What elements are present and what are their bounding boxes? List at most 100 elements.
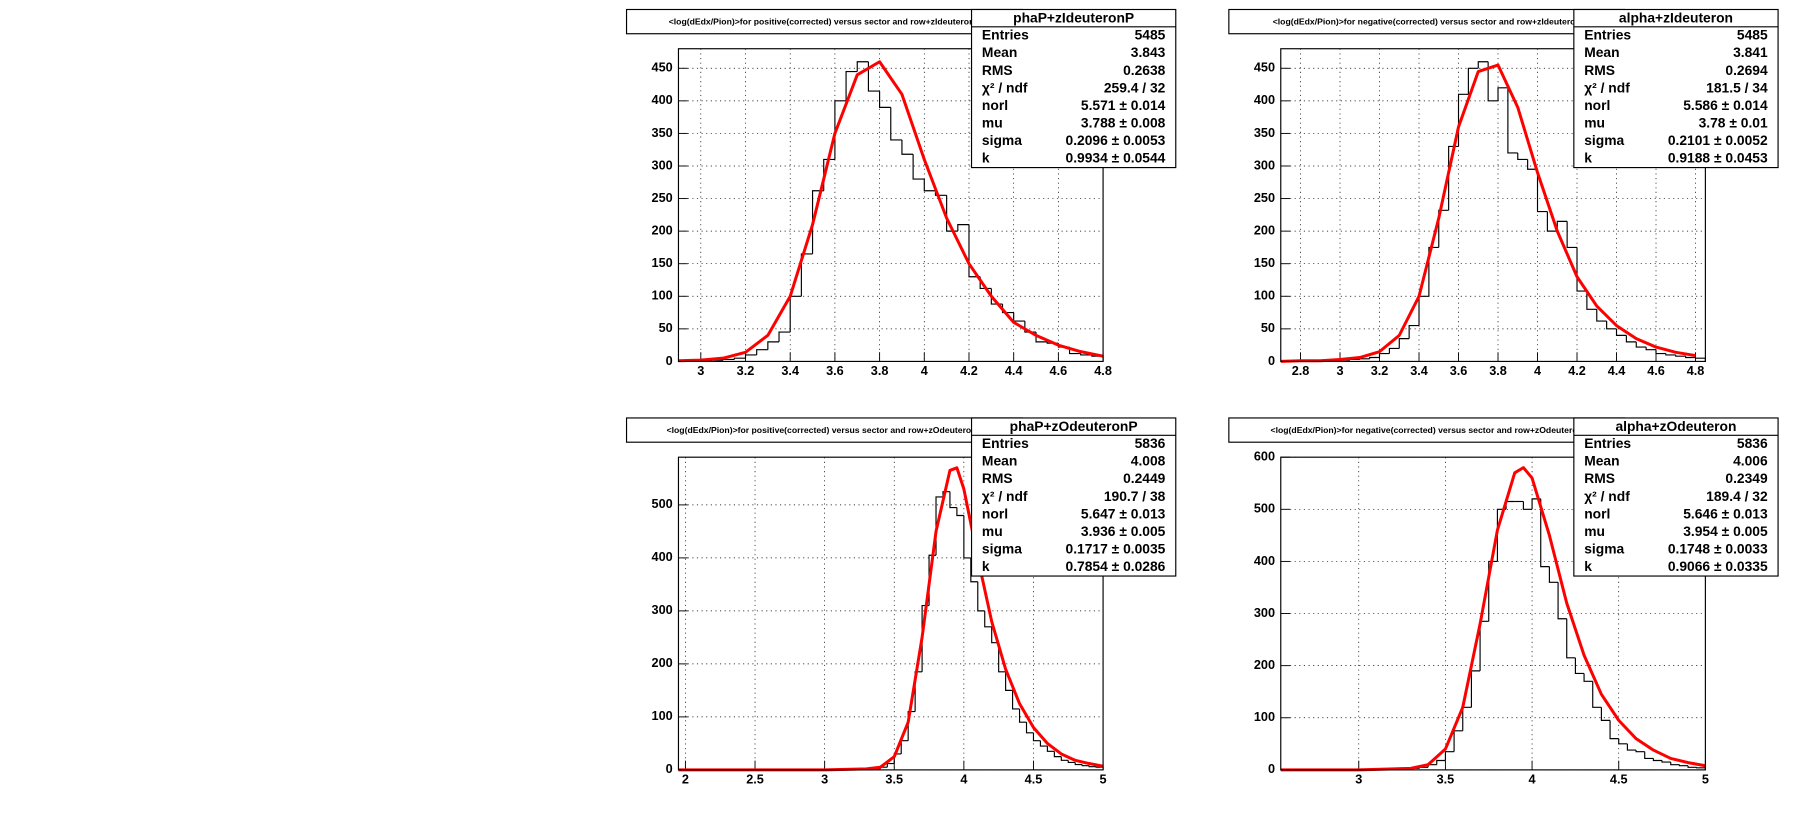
y-tick-label: 300: [1254, 158, 1275, 172]
stats-value: 0.9934 ± 0.0544: [1066, 149, 1166, 165]
histogram-bin: [1592, 681, 1602, 708]
fit-curve: [678, 466, 1104, 772]
stats-value: 259.4 / 32: [1104, 79, 1166, 95]
histogram-bin: [1436, 759, 1446, 765]
fit-curve: [1280, 63, 1696, 363]
y-tick-label: 500: [652, 497, 673, 511]
stats-label: χ² / ndf: [982, 79, 1028, 95]
stats-value: 5.586 ± 0.014: [1683, 97, 1768, 113]
stats-value: 0.2638: [1123, 62, 1166, 78]
histogram-bin: [1517, 152, 1528, 161]
histogram-bin: [1032, 732, 1041, 742]
histogram-bin: [800, 253, 813, 297]
histogram-bin: [1540, 498, 1550, 568]
stats-label: Mean: [1584, 44, 1619, 60]
histogram-bin: [1039, 740, 1048, 747]
stats-value: 3.954 ± 0.005: [1683, 523, 1768, 539]
histogram-bin: [957, 224, 969, 232]
histogram-bin: [1615, 328, 1627, 336]
histogram-bin: [1536, 169, 1548, 213]
histogram-bin: [778, 331, 791, 342]
histogram-bin: [1398, 338, 1410, 349]
stats-label: Entries: [1584, 27, 1631, 43]
stats-label: norl: [982, 97, 1008, 113]
histogram-bin: [1388, 347, 1400, 354]
y-tick-label: 250: [1254, 191, 1275, 205]
y-tick-label: 400: [1254, 93, 1275, 107]
histogram-bin: [1444, 751, 1455, 761]
stats-label: norl: [982, 505, 1008, 521]
histogram-bin: [1670, 762, 1680, 766]
y-tick-label: 0: [1268, 354, 1275, 368]
histogram-bin: [1467, 67, 1479, 95]
y-tick-label: 400: [652, 93, 673, 107]
histogram-bin: [1548, 566, 1559, 583]
histogram-bin: [1566, 221, 1578, 248]
title-box: [625, 8, 1023, 35]
histogram-bin: [1378, 353, 1390, 358]
x-tick-label: 4: [921, 364, 928, 378]
stats-label: mu: [982, 523, 1003, 539]
stats-value: 5485: [1737, 27, 1768, 43]
stats-label: k: [1584, 149, 1592, 165]
y-tick-label: 200: [1254, 658, 1275, 672]
y-tick-label: 350: [652, 126, 673, 140]
histogram-bin: [1088, 765, 1097, 768]
histogram-bin: [767, 341, 780, 350]
histogram-bin: [1618, 738, 1628, 745]
x-tick-label: 4.8: [1094, 364, 1112, 378]
y-tick-label: 0: [666, 762, 673, 776]
histogram-bin: [744, 354, 757, 359]
histogram-bin: [1074, 762, 1083, 766]
stats-label: Entries: [1584, 435, 1631, 451]
y-tick-label: 50: [1261, 321, 1275, 335]
histogram-bin: [1053, 751, 1062, 758]
histogram-bin: [1687, 765, 1697, 768]
histogram-bin: [1644, 751, 1654, 759]
stats-label: Mean: [1584, 453, 1619, 469]
stats-label: χ² / ndf: [982, 488, 1028, 504]
stats-label: χ² / ndf: [1584, 488, 1630, 504]
stats-label: k: [982, 149, 990, 165]
x-tick-label: 4.8: [1687, 364, 1705, 378]
x-tick-label: 4.6: [1647, 364, 1665, 378]
histogram-bin: [1001, 304, 1014, 314]
x-tick-label: 3.5: [885, 773, 903, 787]
x-tick-label: 3: [1336, 364, 1343, 378]
stats-value: 3.936 ± 0.005: [1081, 523, 1166, 539]
histogram-bin: [1626, 743, 1637, 751]
stats-value: 0.9066 ± 0.0335: [1668, 558, 1768, 574]
y-tick-label: 100: [652, 289, 673, 303]
histogram-bin: [977, 581, 985, 612]
x-tick-label: 5: [1702, 773, 1709, 787]
histogram-bin: [1428, 246, 1439, 297]
stats-value: 5.647 ± 0.013: [1081, 505, 1166, 521]
stats-label: RMS: [982, 470, 1013, 486]
histogram-bin: [1497, 87, 1508, 101]
stats-label: k: [1584, 558, 1592, 574]
stats-label: Mean: [982, 453, 1017, 469]
histogram-bin: [856, 61, 869, 72]
y-tick-label: 0: [1268, 762, 1275, 776]
histogram-bin: [1080, 353, 1092, 356]
stats-label: norl: [1584, 97, 1610, 113]
stats-value: 0.9188 ± 0.0453: [1668, 149, 1768, 165]
x-tick-label: 3.6: [826, 364, 844, 378]
x-tick-label: 3: [697, 364, 704, 378]
histogram-bin: [1025, 722, 1034, 734]
histogram-bin: [1583, 673, 1593, 682]
stats-value: 5.571 ± 0.014: [1081, 97, 1166, 113]
stats-value: 0.2096 ± 0.0053: [1066, 132, 1166, 148]
y-tick-label: 450: [652, 61, 673, 75]
stats-label: k: [982, 558, 990, 574]
x-tick-label: 4.5: [1610, 773, 1628, 787]
histogram-bin: [963, 515, 971, 559]
histogram-bin: [1576, 247, 1587, 292]
stats-label: RMS: [1584, 62, 1615, 78]
stats-label: sigma: [982, 132, 1022, 148]
y-tick-label: 150: [1254, 256, 1275, 270]
histogram-bin: [1546, 211, 1558, 232]
stats-value: 189.4 / 32: [1706, 488, 1768, 504]
stats-label: Entries: [982, 435, 1029, 451]
stats-label: mu: [982, 114, 1003, 130]
